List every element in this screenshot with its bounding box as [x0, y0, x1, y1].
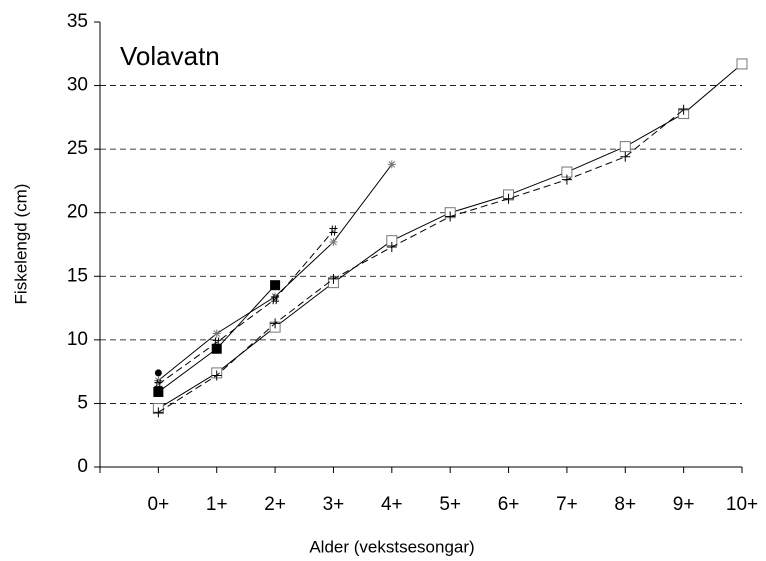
series-line — [158, 63, 743, 409]
x-tick-label: 10+ — [726, 494, 758, 515]
x-tick-label: 0+ — [148, 494, 170, 515]
marker — [619, 141, 631, 153]
y-tick-label: 20 — [67, 202, 88, 223]
y-tick-label: 5 — [77, 392, 88, 413]
marker — [328, 273, 339, 284]
marker — [503, 193, 514, 204]
marker — [212, 337, 221, 348]
x-tick-label: 4+ — [381, 494, 403, 515]
y-tick-label: 0 — [77, 456, 88, 477]
marker — [154, 376, 163, 385]
x-tick-label: 3+ — [323, 494, 345, 515]
marker — [445, 211, 456, 222]
marker — [736, 58, 748, 70]
y-tick-label: 35 — [67, 11, 88, 32]
x-tick-label: 8+ — [614, 494, 636, 515]
y-axis-label: Fiskelengd (cm) — [11, 184, 30, 305]
chart-title: Volavatn — [120, 41, 220, 71]
marker — [153, 386, 164, 397]
marker — [271, 294, 280, 305]
y-tick-label: 15 — [67, 265, 88, 286]
x-tick-label: 5+ — [439, 494, 461, 515]
marker — [678, 104, 689, 115]
x-axis-label: Alder (vekstsesongar) — [309, 537, 474, 556]
marker — [212, 329, 221, 338]
marker — [329, 225, 338, 236]
marker — [153, 407, 164, 418]
marker — [329, 237, 338, 246]
series-line — [158, 164, 393, 381]
y-tick-label: 10 — [67, 329, 88, 350]
marker — [620, 151, 631, 162]
marker — [154, 379, 163, 390]
x-tick-label: 7+ — [556, 494, 578, 515]
marker — [211, 343, 222, 354]
series-line — [158, 109, 684, 413]
marker — [154, 369, 162, 377]
series-line — [158, 230, 334, 385]
x-tick-label: 2+ — [264, 494, 286, 515]
marker — [270, 280, 281, 291]
marker — [386, 242, 397, 253]
marker — [211, 370, 222, 381]
y-tick-label: 30 — [67, 75, 88, 96]
marker — [387, 160, 396, 169]
y-tick-label: 25 — [67, 138, 88, 159]
x-tick-label: 9+ — [673, 494, 695, 515]
marker — [561, 174, 572, 185]
marker — [271, 292, 280, 301]
x-tick-label: 1+ — [206, 494, 228, 515]
marker — [270, 318, 281, 329]
x-tick-label: 6+ — [498, 494, 520, 515]
